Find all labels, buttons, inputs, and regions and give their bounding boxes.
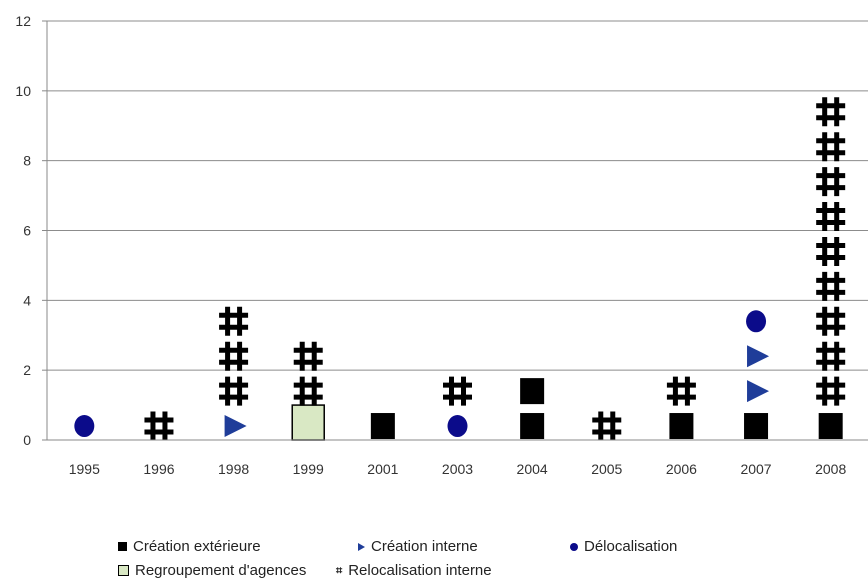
legend-item-creation-interne: Création interne: [358, 538, 478, 555]
gridlines: [42, 20, 868, 441]
data-point-hash: [816, 306, 846, 336]
legend-row-1: Création extérieure Création interne Dél…: [118, 538, 858, 562]
legend-item-creation-exterieure: Création extérieure: [118, 538, 261, 555]
legend-label: Création interne: [371, 538, 478, 555]
legend-label: Relocalisation interne: [348, 562, 492, 579]
data-point-hash: [443, 376, 472, 406]
data-point-circle: [74, 415, 95, 438]
data-point-circle: [447, 415, 468, 438]
data-point-hash: [219, 306, 249, 336]
data-point-hash: [816, 271, 846, 301]
data-point-hash: [816, 341, 846, 371]
data-point-triangle: [747, 345, 770, 368]
x-tick-label: 2003: [442, 461, 473, 477]
y-axis-tick-labels: 0 2 4 6 8 10 12: [15, 13, 31, 448]
x-tick-label: 1996: [143, 461, 174, 477]
data-point-hash: [816, 236, 846, 266]
data-point-box: [291, 404, 325, 441]
data-point-hash: [816, 132, 846, 162]
data-point-square: [669, 413, 694, 440]
legend-label: Création extérieure: [133, 538, 261, 555]
x-tick-label: 2004: [517, 461, 548, 477]
x-tick-label: 1998: [218, 461, 249, 477]
x-tick-label: 2008: [815, 461, 846, 477]
legend-item-relocalisation-interne: ⌗ Relocalisation interne: [336, 562, 492, 579]
data-point-hash: [816, 202, 846, 232]
data-point-square: [520, 378, 545, 405]
legend-label: Délocalisation: [584, 538, 678, 555]
x-tick-label: 2006: [666, 461, 697, 477]
square-marker-icon: [118, 542, 127, 551]
y-tick-label: 8: [23, 153, 31, 169]
x-tick-label: 2005: [591, 461, 622, 477]
data-point-hash: [816, 97, 846, 127]
box-marker-icon: [118, 565, 129, 576]
y-tick-label: 6: [23, 223, 31, 239]
x-tick-label: 2007: [740, 461, 771, 477]
data-point-hash: [816, 376, 846, 406]
y-tick-label: 4: [23, 292, 31, 308]
y-tick-label: 10: [15, 83, 31, 99]
legend-item-delocalisation: Délocalisation: [570, 538, 677, 555]
data-point-hash: [219, 341, 249, 371]
data-point-hash: [293, 341, 323, 371]
x-axis-tick-labels: 1995 1996 1998 1999 2001 2003 2004 2005 2006 2007…: [69, 461, 847, 477]
data-point-hash: [219, 376, 249, 406]
circle-marker-icon: [570, 542, 578, 551]
x-tick-label: 2001: [367, 461, 398, 477]
data-point-triangle: [747, 380, 770, 403]
triangle-marker-icon: [358, 542, 365, 551]
legend-row-2: Regroupement d'agences ⌗ Relocalisation …: [118, 562, 858, 586]
y-tick-label: 12: [15, 13, 31, 29]
data-point-square: [744, 413, 769, 440]
data-point-hash: [144, 411, 174, 441]
data-point-hash: [592, 411, 622, 441]
data-point-hash: [293, 376, 323, 406]
data-point-hash: [666, 376, 696, 406]
data-point-hash: [816, 167, 846, 197]
y-tick-label: 0: [23, 432, 31, 448]
chart: 0 2 4 6 8 10 12 1995 1996 1998 1999 2001 2003 2004 20…: [15, 13, 868, 477]
hash-marker-icon: ⌗: [336, 564, 343, 577]
data-point-square: [818, 413, 843, 440]
y-tick-label: 2: [23, 362, 31, 378]
legend: Création extérieure Création interne Dél…: [118, 538, 858, 586]
legend-label: Regroupement d'agences: [135, 562, 307, 579]
data-point-square: [520, 413, 545, 440]
legend-item-regroupement-agences: Regroupement d'agences: [118, 562, 306, 579]
data-points: [74, 97, 846, 441]
data-point-triangle: [224, 415, 247, 438]
x-tick-label: 1999: [293, 461, 324, 477]
x-tick-label: 1995: [69, 461, 100, 477]
data-point-square: [370, 413, 395, 440]
data-point-circle: [746, 310, 767, 333]
